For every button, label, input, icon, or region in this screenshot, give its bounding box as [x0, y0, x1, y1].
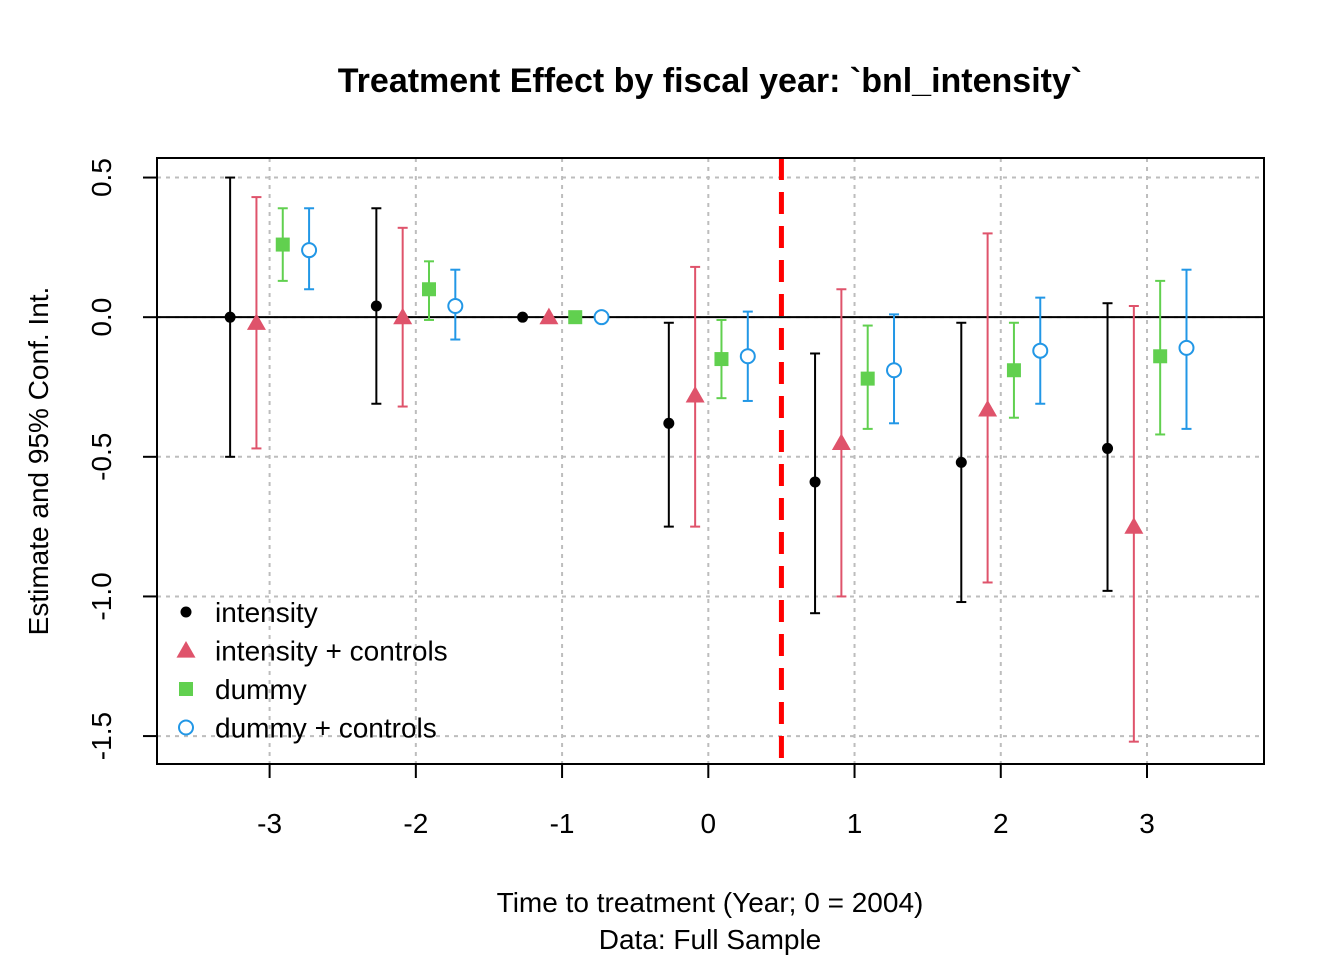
x-tick-label: -3 [257, 808, 282, 839]
data-point [275, 237, 290, 252]
data-point [955, 456, 967, 468]
legend-item: dummy + controls [178, 713, 437, 744]
legend-item: intensity [180, 597, 318, 628]
x-tick-label: 1 [847, 808, 863, 839]
legend-marker [178, 719, 194, 736]
data-point [370, 300, 382, 312]
series-2 [275, 207, 1168, 436]
y-tick-label: -1.5 [86, 712, 117, 760]
x-tick-label: -2 [403, 808, 428, 839]
legend-label: intensity + controls [215, 636, 448, 667]
data-point [568, 310, 583, 325]
data-point [517, 311, 529, 323]
data-point [739, 348, 756, 365]
x-axis: -3 -2 -1 0 1 2 3 [257, 763, 1155, 839]
data-point [539, 307, 559, 325]
legend-item: intensity + controls [176, 636, 448, 667]
legend-label: dummy [215, 674, 307, 705]
data-point [301, 242, 318, 259]
legend-label: dummy + controls [215, 713, 437, 744]
data-point [860, 371, 875, 386]
plot-frame [156, 157, 1265, 765]
data-point [714, 352, 729, 367]
legend-label: intensity [215, 597, 318, 628]
series-0 [224, 176, 1114, 615]
data-point [593, 309, 610, 326]
data-point [246, 313, 266, 330]
data-point [1153, 349, 1168, 364]
x-axis-sublabel: Data: Full Sample [599, 924, 822, 955]
legend: intensity intensity + controls dummy dummy … [176, 597, 448, 744]
x-tick-label: -1 [550, 808, 575, 839]
data-point [224, 311, 236, 323]
data-marks [224, 176, 1195, 743]
data-point [685, 385, 705, 403]
chart-title: Treatment Effect by fiscal year: `bnl_in… [338, 62, 1082, 100]
grid [157, 158, 1264, 764]
y-tick-label: 0.0 [86, 298, 117, 337]
x-tick-label: 3 [1139, 808, 1155, 839]
legend-marker [176, 641, 196, 658]
data-point [809, 476, 821, 488]
legend-marker [179, 682, 193, 696]
legend-marker [180, 606, 192, 618]
data-point [663, 417, 675, 429]
data-point [831, 433, 851, 450]
data-point [1006, 363, 1021, 378]
data-point [1032, 342, 1049, 359]
series-3 [301, 207, 1195, 430]
data-point [886, 362, 903, 379]
x-axis-label: Time to treatment (Year; 0 = 2004) [497, 887, 924, 918]
y-tick-label: -1.0 [86, 572, 117, 620]
data-point [1124, 517, 1144, 534]
legend-item: dummy [179, 674, 307, 705]
data-point [978, 399, 998, 417]
data-point [1178, 339, 1195, 356]
y-tick-label: 0.5 [86, 158, 117, 197]
series-1 [246, 196, 1144, 743]
x-tick-label: 2 [993, 808, 1009, 839]
y-tick-label: -0.5 [86, 433, 117, 481]
data-point [447, 298, 464, 315]
y-axis-label: Estimate and 95% Conf. Int. [23, 287, 54, 636]
y-axis: 0.5 0.0 -0.5 -1.0 -1.5 [86, 158, 158, 760]
data-point [393, 307, 413, 325]
reference-lines [157, 158, 1264, 764]
data-point [421, 282, 436, 297]
data-point [1102, 442, 1114, 454]
x-tick-label: 0 [701, 808, 717, 839]
